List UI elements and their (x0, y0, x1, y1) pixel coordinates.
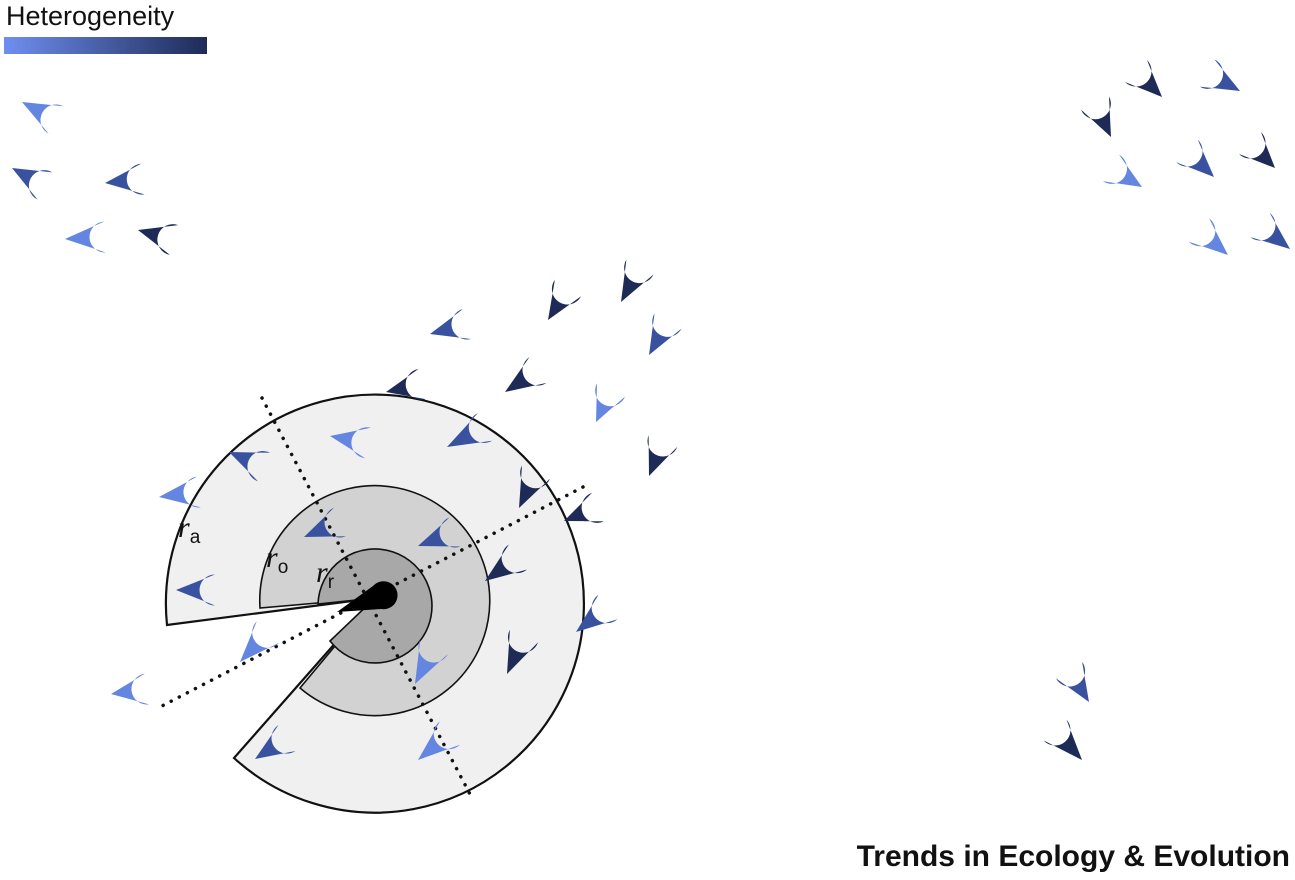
agent-icon-26 (507, 629, 539, 674)
agent-icon-23 (176, 574, 215, 606)
agent-icon-38 (1250, 212, 1290, 249)
agent-icon-18 (519, 465, 550, 508)
repulsion-radius-label: rr (316, 556, 335, 593)
agent-icon-15 (330, 427, 371, 459)
agent-icon-25 (576, 594, 618, 632)
agent-icon-36 (1102, 154, 1142, 187)
agent-icon-16 (229, 451, 271, 482)
agent-icon-37 (1188, 218, 1228, 255)
agent-icon-39 (1055, 661, 1089, 702)
agent-icon-22 (485, 544, 528, 581)
agent-icon-20 (304, 507, 346, 538)
agent-icon-33 (1081, 96, 1111, 137)
agent-icon-27 (111, 673, 150, 705)
agent-icon-11 (505, 357, 547, 392)
agent-icon-13 (447, 413, 493, 447)
agent-icon-34 (1239, 132, 1275, 168)
focal-agent-icon (337, 581, 398, 612)
agent-icon-8 (548, 279, 582, 320)
agent-icon-21 (418, 517, 461, 548)
agent-icon-4 (65, 221, 106, 253)
agent-icon-31 (1125, 60, 1162, 97)
agent-icon-6 (430, 309, 471, 340)
legend-title: Heterogeneity (6, 1, 175, 31)
agent-icon-1 (22, 102, 64, 134)
agent-icon-28 (415, 639, 448, 684)
journal-credit: Trends in Ecology & Evolution (856, 840, 1290, 873)
agent-icon-30 (418, 721, 460, 760)
heterogeneity-gradient-bar (4, 37, 207, 54)
agent-icon-40 (1043, 719, 1082, 760)
agent-icon-5 (138, 224, 179, 255)
agent-icon-12 (595, 383, 625, 422)
agent-icon-29 (255, 725, 296, 759)
orientation-radius-label: ro (266, 541, 288, 578)
agent-icon-19 (564, 492, 604, 523)
agent-icon-9 (621, 259, 654, 302)
agent-icon-32 (1199, 59, 1240, 91)
agent-icon-3 (105, 163, 145, 195)
agent-icon-14 (647, 435, 678, 476)
agent-icon-2 (12, 168, 53, 200)
agent-icon-35 (1176, 139, 1214, 177)
agent-icon-10 (649, 313, 682, 355)
agents-group (12, 59, 1290, 760)
agent-icon-7 (386, 368, 426, 400)
heterogeneity-legend: Heterogeneity (4, 0, 208, 60)
attraction-radius-label: ra (178, 511, 201, 548)
agent-icon-24 (240, 621, 280, 662)
agent-icon-17 (159, 476, 201, 508)
